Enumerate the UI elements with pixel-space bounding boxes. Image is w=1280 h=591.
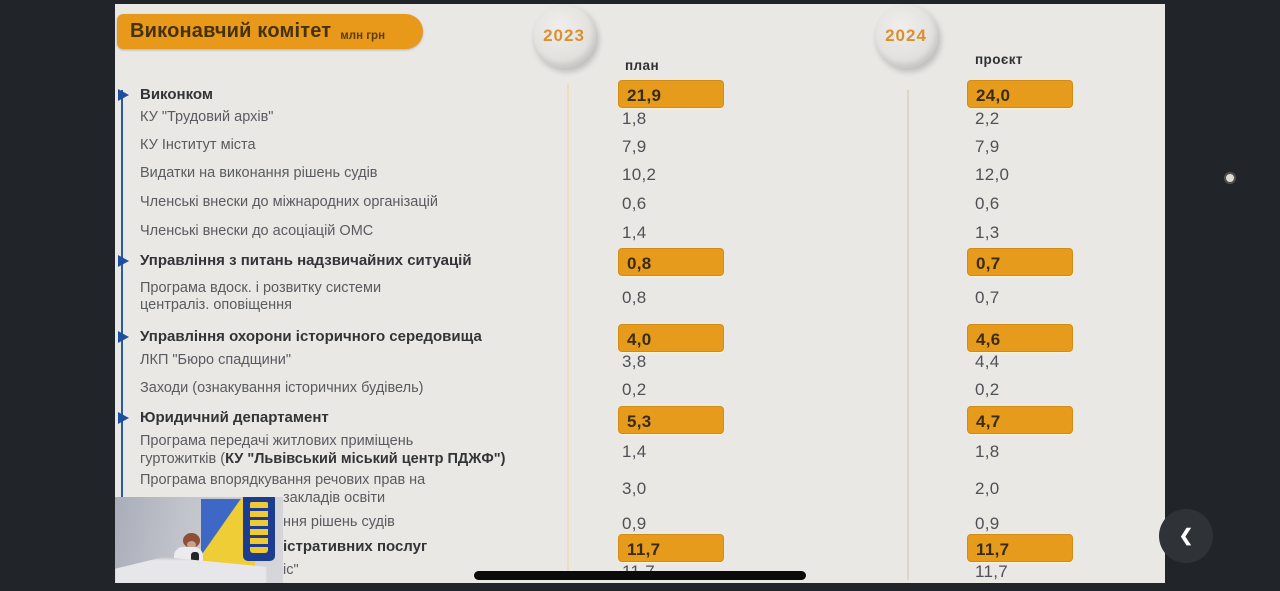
row-value-plan: 3,0 (622, 479, 647, 498)
row-label: Заходи (ознакування історичних будівель) (140, 380, 424, 396)
row-value-plan: 1,8 (622, 109, 647, 128)
row-label: Юридичний департамент (140, 409, 329, 426)
row-label: Програма вдоск. і розвитку системи (140, 280, 382, 296)
row-value-proj: 0,2 (975, 380, 1000, 399)
row-value-proj: 12,0 (975, 165, 1010, 184)
year-badge-2024: 2024 (874, 4, 938, 68)
row-label: Видатки на виконання рішень судів (140, 165, 378, 181)
presentation-slide: Виконавчий комітет млн грн 2023 2024 пла… (115, 4, 1236, 583)
back-button[interactable]: ❮ (1159, 509, 1213, 563)
row-label: Управління охорони історичного середовищ… (140, 328, 482, 345)
year-badge-2024-label: 2024 (885, 26, 927, 45)
row-label: Членські внески до асоціацій ОМС (140, 223, 374, 239)
back-chevron-icon: ❮ (1178, 526, 1194, 545)
row-label-line2: гуртожитків (КУ "Львівський міський цент… (140, 451, 505, 467)
year-badge-2023: 2023 (532, 4, 596, 68)
row-value-proj: 7,9 (975, 137, 1000, 156)
city-banner-emblem (250, 501, 268, 553)
row-value-plan: 0,6 (622, 194, 647, 213)
row-value-proj: 0,6 (975, 194, 1000, 213)
row-value-proj: 11,7 (975, 562, 1009, 581)
row-value-plan: 0,9 (622, 514, 647, 533)
row-label: КУ Інститут міста (140, 137, 256, 153)
year-badge-2023-label: 2023 (543, 26, 585, 45)
microphone (191, 552, 199, 562)
row-value-plan: 10,2 (622, 165, 657, 184)
cursor-ring-icon (1224, 172, 1236, 184)
row-marker-arrow-icon (118, 255, 129, 267)
slide-title-banner: Виконавчий комітет млн грн (117, 14, 423, 49)
column-header-project: проєкт (975, 52, 1023, 67)
row-value-proj-highlight: 4,6 (967, 324, 1073, 352)
row-value-plan: 1,4 (622, 442, 647, 461)
row-value-proj: 4,4 (975, 352, 1000, 371)
row-label-line2-text: закладів освіти (283, 490, 386, 506)
row-label: істративних послуг (283, 538, 428, 555)
webcam-thumbnail[interactable] (115, 497, 283, 583)
row-label-line2: закладів освіти (283, 490, 385, 506)
row-value-proj-highlight: 24,0 (967, 80, 1073, 108)
row-value-proj: 1,3 (975, 223, 1000, 242)
row-value-plan-highlight: 4,0 (618, 324, 724, 352)
row-value-proj-highlight: 11,7 (967, 534, 1073, 562)
row-label-line2: централіз. оповіщення (140, 297, 292, 313)
row-value-plan: 7,9 (622, 137, 647, 156)
row-value-plan-highlight: 11,7 (618, 534, 724, 562)
row-label: Програма передачі житлових приміщень (140, 433, 414, 449)
row-label: КУ "Трудовий архів" (140, 109, 274, 125)
row-value-proj: 0,7 (975, 288, 1000, 307)
row-value-proj-highlight: 0,7 (967, 248, 1073, 276)
slide-unit-label: млн грн (340, 30, 386, 42)
row-marker-arrow-icon (118, 331, 129, 343)
row-value-plan-highlight: 5,3 (618, 406, 724, 434)
row-marker-arrow-icon (118, 412, 129, 424)
row-value-proj: 2,0 (975, 479, 1000, 498)
row-label: Виконком (140, 86, 213, 103)
row-value-plan: 0,8 (622, 288, 647, 307)
row-value-proj: 2,2 (975, 109, 1000, 128)
city-banner (243, 497, 275, 561)
row-marker-arrow-icon (118, 89, 129, 101)
section-bracket-line (121, 90, 123, 568)
row-value-proj: 0,9 (975, 514, 1000, 533)
row-value-proj-highlight: 4,7 (967, 406, 1073, 434)
row-label-line2-bold-text: КУ "Львівський міський центр ПДЖФ") (225, 451, 506, 467)
row-value-plan: 1,4 (622, 223, 647, 242)
row-label: ння рішень судів (283, 514, 395, 530)
row-value-plan: 0,2 (622, 380, 647, 399)
column-separator (907, 90, 909, 580)
row-value-plan: 3,8 (622, 352, 647, 371)
row-label: Управління з питань надзвичайних ситуаці… (140, 252, 472, 269)
row-label-line2-text: гуртожитків ( (140, 451, 226, 467)
row-label: іс" (283, 562, 299, 578)
column-separator (567, 84, 569, 580)
row-value-plan-highlight: 0,8 (618, 248, 724, 276)
row-label: ЛКП "Бюро спадщини" (140, 352, 292, 368)
row-label-line2-text: централіз. оповіщення (140, 297, 292, 313)
speaker-face (187, 541, 196, 549)
column-header-plan: план (625, 58, 659, 73)
progress-scrubber[interactable] (474, 571, 806, 580)
row-label: Програма впорядкування речових прав на (140, 472, 426, 488)
row-value-plan-highlight: 21,9 (618, 80, 724, 108)
row-label: Членські внески до міжнародних організац… (140, 194, 438, 210)
row-value-proj: 1,8 (975, 442, 1000, 461)
slide-title: Виконавчий комітет (130, 20, 332, 42)
